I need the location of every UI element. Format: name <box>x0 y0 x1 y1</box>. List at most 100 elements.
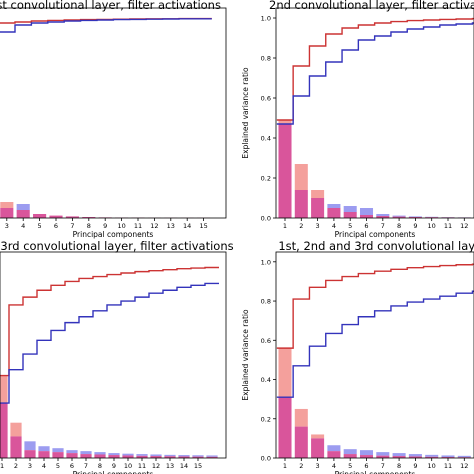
x-tick-label: 14 <box>180 462 188 470</box>
x-tick-label: 3 <box>316 462 320 470</box>
bar-excess <box>441 455 455 458</box>
x-tick-label: 2 <box>299 462 303 470</box>
bar-excess <box>343 206 357 212</box>
bar-overlap <box>82 217 96 218</box>
bar-overlap <box>0 208 14 218</box>
x-tick-label: 12 <box>152 462 160 470</box>
y-tick-label: 0.8 <box>261 55 271 63</box>
bar-overlap <box>122 455 134 458</box>
y-tick-label: 0.8 <box>261 298 271 306</box>
bar-overlap <box>16 210 30 218</box>
x-tick-label: 6 <box>364 462 368 470</box>
bar-overlap <box>408 456 422 458</box>
chart-title: 1st, 2nd and 3rd convolutional layers, f… <box>278 239 474 253</box>
bar-excess <box>376 214 390 216</box>
x-tick-label: 4 <box>332 462 336 470</box>
x-tick-label: 12 <box>460 462 468 470</box>
x-tick-label: 10 <box>428 222 436 230</box>
bar-excess <box>359 208 374 215</box>
bar-overlap <box>192 456 204 458</box>
bar-excess <box>10 422 22 437</box>
bar-excess <box>294 408 308 427</box>
bar-overlap <box>425 456 439 458</box>
bar-overlap <box>38 451 50 458</box>
x-tick-label: 1 <box>283 222 287 230</box>
x-tick-label: 1 <box>0 462 4 470</box>
x-tick-label: 3 <box>28 462 32 470</box>
axes-frame <box>275 7 474 219</box>
y-tick-label: 0.2 <box>261 415 271 423</box>
bar-overlap <box>311 198 325 218</box>
x-tick-label: 7 <box>70 222 74 230</box>
bar-overlap <box>327 451 341 458</box>
bar-overlap <box>52 452 64 458</box>
bar-excess <box>206 455 218 457</box>
y-tick-label: 1.0 <box>261 15 271 23</box>
x-tick-label: 9 <box>112 462 116 470</box>
bar-excess <box>136 454 148 456</box>
y-tick-label: 0.2 <box>261 175 271 183</box>
bar-overlap <box>80 454 92 458</box>
bar-overlap <box>392 456 406 458</box>
x-tick-label: 8 <box>87 222 91 230</box>
bar-excess <box>408 454 422 457</box>
bar-excess <box>425 454 439 457</box>
bar-excess <box>278 348 292 398</box>
bar-excess <box>164 454 176 457</box>
bar-overlap <box>150 456 162 458</box>
cumulative-line-blue <box>0 282 219 404</box>
x-axis-label: Principal components <box>335 470 416 474</box>
bar-overlap <box>24 450 36 458</box>
bar-excess <box>66 450 78 454</box>
x-tick-label: 13 <box>166 462 174 470</box>
bar-overlap <box>0 403 8 458</box>
chart-panel-1: 1st convolutional layer, filter activati… <box>0 0 227 239</box>
bar-excess <box>376 452 390 456</box>
x-tick-label: 7 <box>84 462 88 470</box>
bar-overlap <box>359 455 374 458</box>
x-tick-label: 9 <box>103 222 107 230</box>
bar-overlap <box>278 124 292 218</box>
bar-overlap <box>343 454 357 458</box>
bar-excess <box>24 441 36 451</box>
y-axis-label: Explained variance ratio <box>241 67 250 159</box>
x-tick-label: 5 <box>56 462 60 470</box>
bar-excess <box>108 453 120 456</box>
x-tick-label: 6 <box>54 222 58 230</box>
chart-panel-3: 3rd convolutional layer, filter activati… <box>0 239 234 474</box>
x-tick-label: 12 <box>460 222 468 230</box>
x-axis-label: Principal components <box>335 230 416 239</box>
x-axis-label: Principal components <box>73 230 154 239</box>
chart-panel-2: 2nd convolutional layer, filter activati… <box>241 0 474 239</box>
x-tick-label: 6 <box>70 462 74 470</box>
bar-excess <box>327 204 341 208</box>
x-tick-label: 15 <box>194 462 202 470</box>
bar-overlap <box>178 456 190 458</box>
bar-overlap <box>359 215 374 218</box>
bar-overlap <box>311 438 325 458</box>
cumulative-line-red <box>276 17 474 121</box>
bar-excess <box>408 216 422 217</box>
bar-overlap <box>33 214 47 218</box>
x-tick-label: 2 <box>14 462 18 470</box>
cumulative-line-blue <box>0 18 212 33</box>
bar-excess <box>38 446 50 452</box>
x-tick-label: 9 <box>413 462 417 470</box>
bar-excess <box>343 449 357 455</box>
bar-overlap <box>376 216 390 218</box>
axes-frame <box>0 7 227 219</box>
x-tick-label: 11 <box>444 462 452 470</box>
bar-overlap <box>108 455 120 458</box>
bar-excess <box>327 445 341 452</box>
bar-overlap <box>376 455 390 458</box>
x-tick-label: 7 <box>381 462 385 470</box>
x-tick-label: 3 <box>5 222 9 230</box>
axes-frame <box>0 251 227 459</box>
bar-excess <box>457 455 471 458</box>
axes-frame <box>275 251 474 459</box>
bar-excess <box>0 375 8 404</box>
cumulative-line-red <box>276 263 474 349</box>
bar-excess <box>311 190 325 198</box>
x-tick-label: 10 <box>124 462 132 470</box>
x-tick-label: 9 <box>413 222 417 230</box>
